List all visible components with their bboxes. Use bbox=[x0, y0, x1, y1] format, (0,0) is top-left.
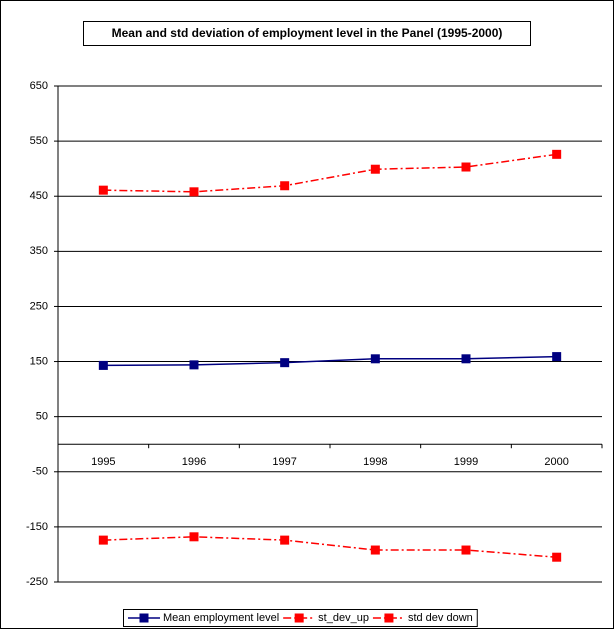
legend-marker bbox=[294, 613, 304, 623]
marker bbox=[370, 545, 380, 555]
marker bbox=[280, 358, 290, 368]
chart-title: Mean and std deviation of employment lev… bbox=[112, 26, 503, 40]
legend-marker bbox=[384, 613, 394, 623]
marker bbox=[552, 352, 562, 362]
marker bbox=[189, 187, 199, 197]
title-box bbox=[83, 21, 531, 46]
legend-marker bbox=[139, 613, 149, 623]
marker bbox=[370, 164, 380, 174]
marker bbox=[370, 354, 380, 364]
marker bbox=[280, 535, 290, 545]
marker bbox=[98, 185, 108, 195]
x-tick-label: 2000 bbox=[544, 456, 568, 468]
x-tick-label: 1999 bbox=[454, 456, 478, 468]
marker bbox=[189, 360, 199, 370]
legend-label: Mean employment level bbox=[163, 612, 279, 624]
marker bbox=[461, 162, 471, 172]
y-tick-label: 550 bbox=[30, 135, 48, 147]
y-tick-label: -50 bbox=[32, 466, 48, 478]
y-tick-label: 250 bbox=[30, 300, 48, 312]
y-tick-label: 450 bbox=[30, 190, 48, 202]
series-line bbox=[103, 153, 557, 193]
x-tick-label: 1995 bbox=[91, 456, 115, 468]
legend-label: st_dev_up bbox=[318, 612, 369, 624]
y-tick-label: 650 bbox=[30, 80, 48, 92]
marker bbox=[98, 535, 108, 545]
y-tick-label: 150 bbox=[30, 355, 48, 367]
series-line bbox=[103, 536, 557, 558]
marker bbox=[552, 552, 562, 562]
series-line bbox=[103, 355, 557, 367]
y-tick-label: -250 bbox=[26, 576, 48, 588]
marker bbox=[461, 354, 471, 364]
y-tick-label: 350 bbox=[30, 245, 48, 257]
y-tick-label: 50 bbox=[36, 411, 48, 423]
x-tick-label: 1998 bbox=[363, 456, 387, 468]
x-tick-label: 1997 bbox=[272, 456, 296, 468]
marker bbox=[98, 360, 108, 370]
y-tick-label: -150 bbox=[26, 521, 48, 533]
marker bbox=[552, 149, 562, 159]
legend: Mean employment level st_dev_up std dev do… bbox=[123, 609, 478, 627]
marker bbox=[461, 545, 471, 555]
x-tick-label: 1996 bbox=[182, 456, 206, 468]
marker bbox=[280, 181, 290, 191]
marker bbox=[189, 532, 199, 542]
legend-label: std dev down bbox=[408, 612, 473, 624]
